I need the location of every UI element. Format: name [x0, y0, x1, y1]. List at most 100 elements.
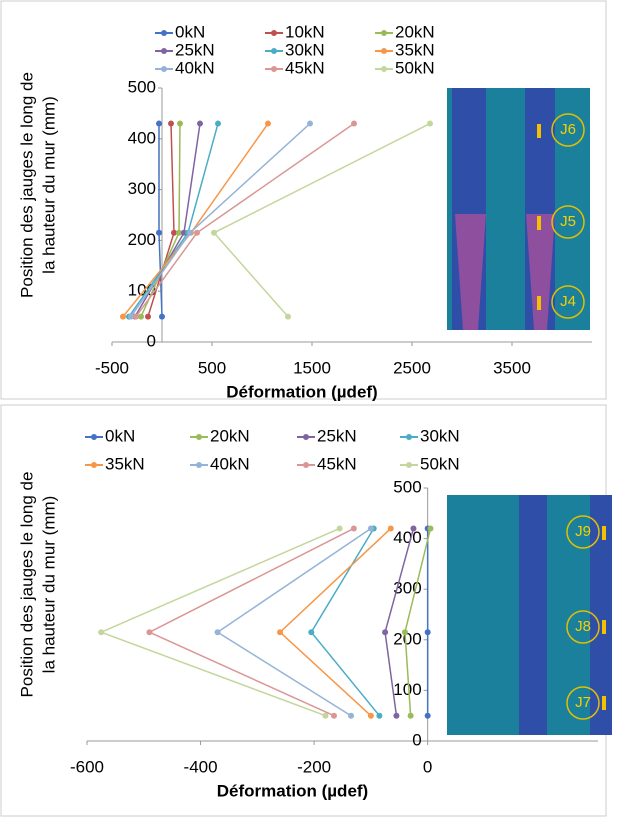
x-axis-title: Déformation (µdef) — [217, 781, 368, 800]
legend-marker — [161, 66, 167, 72]
marker — [424, 712, 431, 719]
legend-label: 30kN — [285, 40, 325, 59]
legend-label: 10kN — [285, 22, 325, 41]
x-axis-title: Déformation (µdef) — [226, 382, 377, 401]
legend-label: 30kN — [420, 426, 460, 445]
marker — [407, 712, 414, 719]
marker — [177, 120, 183, 127]
legend-marker — [381, 30, 387, 36]
legend-marker — [196, 462, 202, 468]
x-tick-label: 0 — [423, 757, 432, 776]
legend-marker — [91, 462, 97, 468]
y-tick-label: 0 — [147, 331, 156, 350]
legend-label: 0kN — [105, 426, 135, 445]
gauge-label: J7 — [575, 694, 591, 711]
marker — [350, 525, 357, 532]
x-tick-label: -500 — [95, 358, 129, 377]
marker — [348, 712, 355, 719]
y-axis-title: la hauteur du mur (mm) — [39, 96, 58, 274]
marker — [156, 120, 162, 127]
marker — [382, 629, 389, 636]
gauge-label: J4 — [560, 293, 576, 310]
marker — [308, 629, 315, 636]
marker — [197, 120, 203, 127]
marker — [128, 313, 134, 320]
marker — [138, 313, 144, 320]
marker — [285, 313, 291, 320]
marker — [367, 525, 374, 532]
marker — [427, 120, 433, 127]
marker — [133, 313, 139, 320]
marker — [156, 229, 162, 236]
y-tick-label: 200 — [393, 629, 421, 648]
y-tick-label: 0 — [412, 730, 421, 749]
marker — [211, 229, 217, 236]
marker — [214, 629, 221, 636]
marker — [194, 229, 200, 236]
marker — [176, 229, 182, 236]
gauge-label: J5 — [560, 213, 576, 230]
marker — [146, 629, 153, 636]
y-tick-label: 400 — [393, 528, 421, 547]
y-tick-label: 300 — [128, 179, 156, 198]
marker — [277, 629, 284, 636]
marker — [367, 712, 374, 719]
x-tick-label: 500 — [198, 358, 226, 377]
marker — [427, 525, 434, 532]
marker — [98, 629, 105, 636]
marker — [171, 229, 177, 236]
marker — [120, 313, 126, 320]
marker — [336, 525, 343, 532]
y-tick-label: 400 — [128, 128, 156, 147]
y-axis-title: Position des jauges le long de — [17, 72, 36, 298]
legend-label: 35kN — [105, 454, 145, 473]
x-tick-label: 3500 — [493, 358, 531, 377]
marker — [168, 120, 174, 127]
legend-label: 40kN — [210, 454, 250, 473]
legend-marker — [381, 48, 387, 54]
legend-marker — [271, 30, 277, 36]
marker — [145, 313, 151, 320]
marker — [376, 712, 383, 719]
y-tick-label: 500 — [128, 77, 156, 96]
legend-label: 45kN — [317, 454, 357, 473]
legend-marker — [381, 66, 387, 72]
legend-label: 40kN — [175, 58, 215, 77]
legend-label: 20kN — [210, 426, 250, 445]
x-tick-label: -600 — [70, 757, 104, 776]
legend-marker — [303, 462, 309, 468]
wall-inset — [447, 88, 590, 330]
marker — [401, 629, 408, 636]
legend-marker — [161, 48, 167, 54]
wall-inset — [447, 495, 612, 735]
legend-label: 35kN — [395, 40, 435, 59]
x-tick-label: -200 — [297, 757, 331, 776]
x-tick-label: 2500 — [393, 358, 431, 377]
gauge-label: J9 — [575, 523, 591, 540]
y-tick-label: 200 — [128, 230, 156, 249]
x-tick-label: -400 — [184, 757, 218, 776]
gauge-label: J6 — [560, 121, 576, 138]
marker — [215, 120, 221, 127]
marker — [330, 712, 337, 719]
marker — [159, 313, 165, 320]
legend-marker — [271, 48, 277, 54]
legend-label: 25kN — [317, 426, 357, 445]
gauge-label: J8 — [575, 618, 591, 635]
legend-label: 50kN — [420, 454, 460, 473]
x-tick-label: 1500 — [293, 358, 331, 377]
legend-label: 50kN — [395, 58, 435, 77]
marker — [322, 712, 329, 719]
marker — [307, 120, 313, 127]
legend-label: 45kN — [285, 58, 325, 77]
legend-marker — [406, 434, 412, 440]
marker — [393, 712, 400, 719]
legend-marker — [161, 30, 167, 36]
y-axis-title: Position des jauges le long de — [17, 472, 36, 698]
legend-marker — [91, 434, 97, 440]
y-tick-label: 100 — [393, 680, 421, 699]
marker — [187, 229, 193, 236]
y-tick-label: 500 — [393, 477, 421, 496]
marker — [351, 120, 357, 127]
